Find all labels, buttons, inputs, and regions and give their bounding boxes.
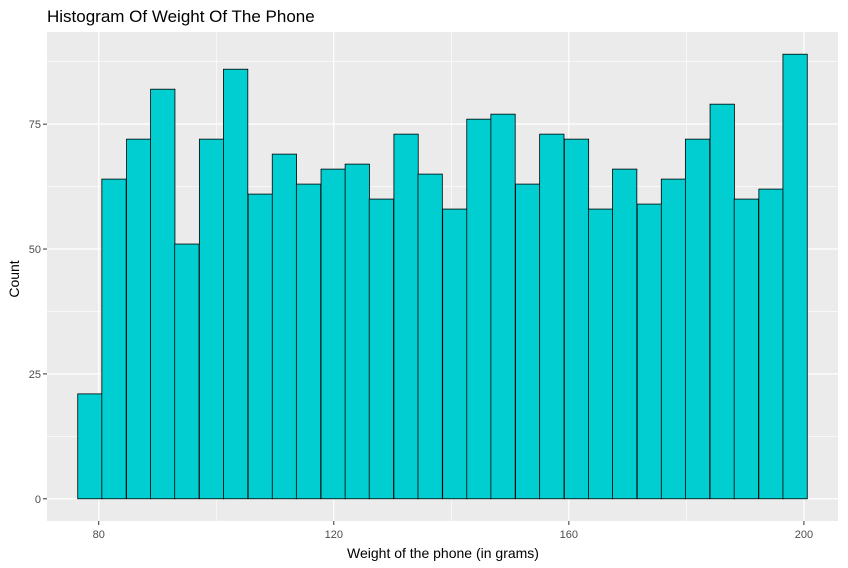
x-tick-label: 120 [325,529,343,541]
y-axis-ticks: 0 25 50 75 [29,119,47,506]
histogram-bar [636,203,662,500]
histogram-bar [660,178,687,500]
x-axis-ticks: 80 120 160 200 [93,521,813,541]
histogram-bar [466,118,492,500]
histogram-bar [101,178,127,500]
histogram-bar [612,168,638,500]
x-tick-label: 160 [560,529,578,541]
histogram-bar [417,173,443,500]
histogram-bar [588,208,614,500]
x-tick-label: 80 [93,529,105,541]
histogram-bar [126,138,152,500]
histogram-bar [539,133,565,500]
histogram-bar [223,68,249,500]
histogram-bar [320,168,346,500]
histogram-bar [490,113,516,500]
histogram-bar [344,163,370,500]
histogram-bar [515,183,541,500]
histogram-bar [174,243,200,500]
y-tick-label: 25 [29,369,41,381]
histogram-bar [709,103,735,500]
histogram-bar [393,133,419,500]
histogram-bar [295,183,322,500]
y-tick-label: 50 [29,244,41,256]
histogram-bar [563,138,590,500]
x-axis-title: Weight of the phone (in grams) [347,545,539,561]
x-tick-label: 200 [795,529,813,541]
chart-title: Histogram Of Weight Of The Phone [47,7,315,26]
histogram-bar [782,53,808,500]
histogram-bar [733,198,759,500]
histogram-bar [77,393,103,500]
histogram-bar [442,208,468,500]
y-axis-title: Count [6,260,22,297]
histogram-bar [684,138,711,500]
histogram-bar [758,188,784,500]
histogram-bar [198,138,225,500]
histogram-bar [368,198,394,500]
histogram-bar [247,193,273,500]
y-tick-label: 0 [35,494,41,506]
histogram-bar [150,88,176,500]
histogram-bars [77,53,808,500]
histogram-bar [271,153,297,500]
y-tick-label: 75 [29,119,41,131]
